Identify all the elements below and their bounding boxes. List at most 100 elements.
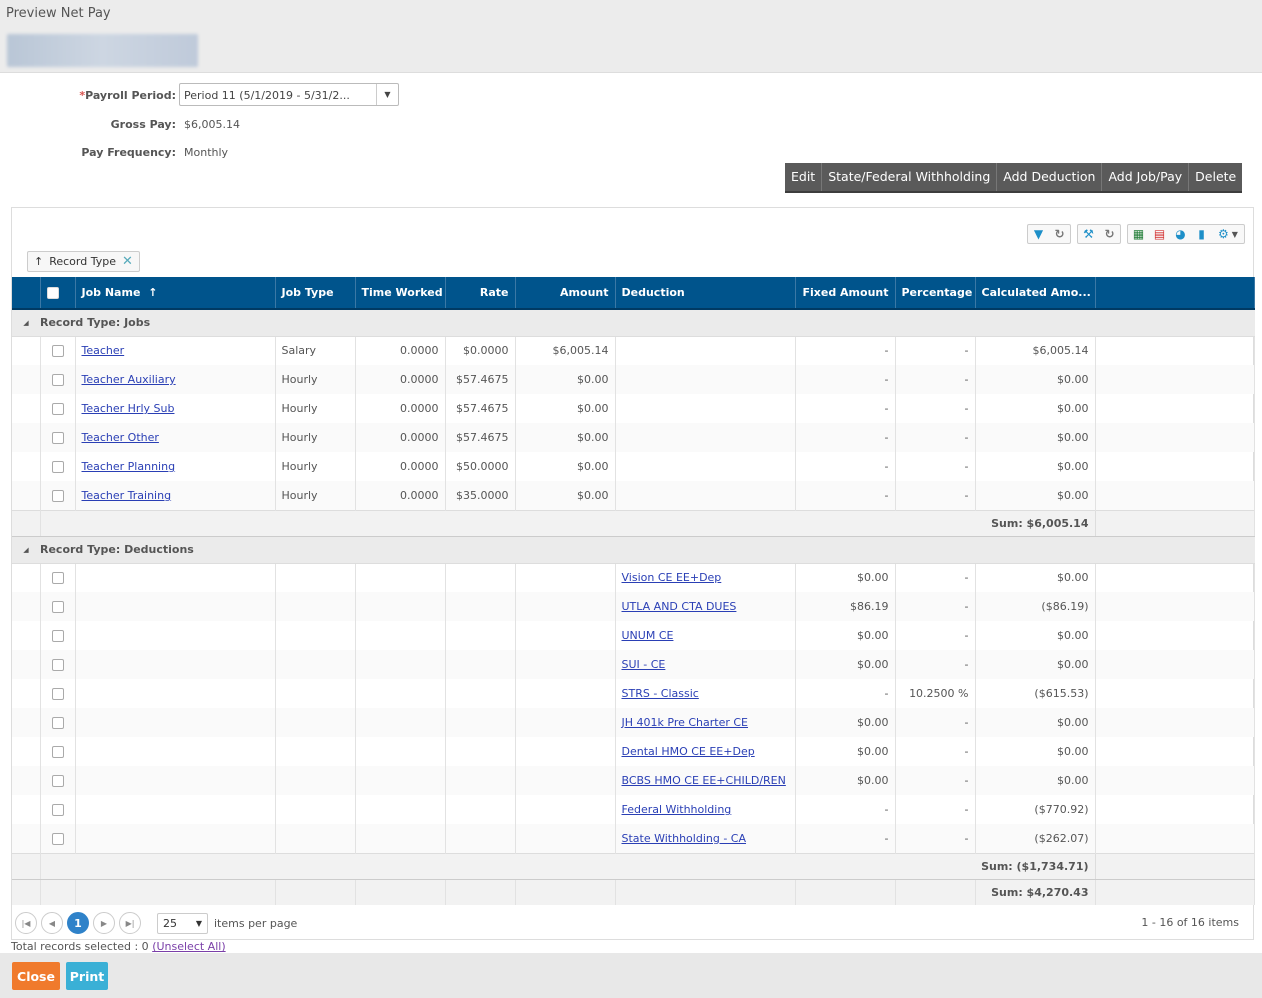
job-name-cell-link[interactable]: Teacher Auxiliary: [81, 373, 176, 386]
job-name-cell: [75, 766, 276, 795]
row-checkbox[interactable]: [51, 630, 64, 642]
row-checkbox[interactable]: [51, 717, 64, 729]
row-checkbox[interactable]: [51, 374, 64, 386]
col-time-worked[interactable]: Time Worked: [355, 277, 446, 310]
row-checkbox[interactable]: [51, 572, 64, 585]
table-row[interactable]: Vision CE EE+Dep $0.00- $0.00: [12, 563, 1255, 592]
job-type-cell: Salary: [275, 336, 356, 365]
table-row[interactable]: JH 401k Pre Charter CE $0.00- $0.00: [12, 708, 1255, 737]
col-job-type[interactable]: Job Type: [275, 277, 356, 310]
add-deduction-button[interactable]: Add Deduction: [997, 163, 1103, 191]
select-all-checkbox[interactable]: [46, 287, 59, 299]
edit-button[interactable]: Edit: [785, 163, 823, 191]
table-row[interactable]: SUI - CE $0.00- $0.00: [12, 650, 1255, 679]
select-all-header: [40, 277, 76, 310]
refresh-icon[interactable]: ↻: [1054, 227, 1065, 241]
gear-icon[interactable]: ⚙ ▼: [1218, 227, 1238, 241]
group-header-row[interactable]: ◢ Record Type: Deductions: [12, 536, 1255, 564]
row-checkbox[interactable]: [51, 746, 64, 758]
col-deduction[interactable]: Deduction: [615, 277, 796, 310]
job-name-cell-link[interactable]: Teacher: [81, 344, 125, 358]
deduction-cell-link[interactable]: JH 401k Pre Charter CE: [621, 716, 749, 729]
table-row[interactable]: Teacher Auxiliary Hourly 0.0000 $57.4675 $0.…: [12, 365, 1255, 394]
row-checkbox[interactable]: [51, 345, 64, 358]
last-page-icon[interactable]: ▶|: [119, 912, 141, 934]
pdf-icon[interactable]: ▤: [1153, 227, 1166, 241]
deduction-cell-link[interactable]: UNUM CE: [621, 629, 674, 642]
pager-info: 1 - 16 of 16 items: [1141, 916, 1239, 929]
withholding-button[interactable]: State/Federal Withholding: [822, 163, 998, 191]
deduction-cell-link[interactable]: BCBS HMO CE EE+CHILD/REN: [621, 774, 786, 787]
table-row[interactable]: STRS - Classic -10.2500 % ($615.53): [12, 679, 1255, 708]
deduction-cell-link[interactable]: SUI - CE: [621, 658, 666, 671]
wrench-icon[interactable]: ⚒: [1083, 227, 1094, 241]
row-checkbox[interactable]: [51, 489, 64, 502]
delete-button[interactable]: Delete: [1195, 169, 1237, 184]
deduction-cell: JH 401k Pre Charter CE: [615, 708, 796, 737]
row-checkbox-cell: [40, 824, 76, 853]
collapse-icon[interactable]: ◢: [12, 536, 40, 564]
deduction-cell-link[interactable]: State Withholding - CA: [621, 831, 747, 845]
job-name-cell-link[interactable]: Teacher Hrly Sub: [81, 402, 175, 415]
chart-icon[interactable]: ◕: [1175, 227, 1186, 241]
row-checkbox[interactable]: [51, 403, 64, 415]
row-checkbox[interactable]: [51, 775, 64, 787]
filter-icon[interactable]: ▼: [1033, 227, 1044, 241]
col-calculated-amount[interactable]: Calculated Amo...: [975, 277, 1096, 310]
page-size-select[interactable]: 25 ▼: [157, 912, 208, 934]
group-header-row[interactable]: ◢ Record Type: Jobs: [12, 309, 1255, 337]
row-checkbox[interactable]: [51, 432, 64, 444]
col-fixed-amount[interactable]: Fixed Amount: [795, 277, 896, 310]
dropdown-arrow-icon[interactable]: ▼: [376, 84, 398, 105]
next-page-icon[interactable]: ▶: [93, 912, 115, 934]
table-row[interactable]: Teacher Hrly Sub Hourly 0.0000 $57.4675 $0.0…: [12, 394, 1255, 423]
collapse-icon[interactable]: ◢: [12, 309, 40, 337]
row-checkbox[interactable]: [51, 461, 64, 473]
job-name-cell-link[interactable]: Teacher Training: [81, 488, 172, 502]
unselect-all-link[interactable]: (Unselect All): [152, 940, 226, 953]
row-checkbox[interactable]: [51, 688, 64, 700]
row-checkbox[interactable]: [51, 804, 64, 816]
remove-group-icon[interactable]: ✕: [122, 254, 133, 269]
add-job-pay-button[interactable]: Add Job/Pay: [1102, 163, 1190, 191]
pay-frequency-label: Pay Frequency:: [81, 146, 176, 159]
table-row[interactable]: Teacher Planning Hourly 0.0000 $50.0000 $0.0…: [12, 452, 1255, 481]
prev-page-icon[interactable]: ◀: [41, 912, 63, 934]
close-button[interactable]: Close: [12, 962, 60, 990]
row-checkbox[interactable]: [51, 659, 64, 671]
col-job-name[interactable]: Job Name ↑: [75, 277, 276, 310]
table-row[interactable]: Dental HMO CE EE+Dep $0.00- $0.00: [12, 737, 1255, 766]
print-button[interactable]: Print: [66, 962, 108, 990]
deduction-cell-link[interactable]: Dental HMO CE EE+Dep: [621, 745, 755, 758]
table-row[interactable]: Teacher Other Hourly 0.0000 $57.4675 $0.00- -…: [12, 423, 1255, 452]
fixed-amount-cell: -: [795, 679, 896, 708]
table-row[interactable]: UTLA AND CTA DUES $86.19- ($86.19): [12, 592, 1255, 621]
job-name-cell-link[interactable]: Teacher Other: [81, 431, 159, 444]
job-name-cell: [75, 621, 276, 650]
col-amount[interactable]: Amount: [515, 277, 616, 310]
page-button-current[interactable]: 1: [67, 912, 89, 934]
table-row[interactable]: State Withholding - CA - - ($262.07): [12, 824, 1255, 853]
col-rate[interactable]: Rate: [445, 277, 516, 310]
table-row[interactable]: Teacher Salary 0.0000 $0.0000 $6,005.14- - $6,…: [12, 336, 1255, 365]
deduction-cell-link[interactable]: Vision CE EE+Dep: [621, 571, 722, 585]
group-by-tag[interactable]: ↑ Record Type ✕: [27, 251, 140, 272]
table-row[interactable]: Teacher Training Hourly 0.0000 $35.0000 $0.0…: [12, 481, 1255, 510]
deduction-cell-link[interactable]: STRS - Classic: [621, 687, 699, 700]
row-checkbox[interactable]: [51, 601, 64, 613]
payroll-period-select[interactable]: Period 11 (5/1/2019 - 5/31/2... ▼: [179, 83, 399, 106]
calculated-amount-cell: $0.00: [975, 452, 1096, 481]
table-row[interactable]: Federal Withholding - - ($770.92): [12, 795, 1255, 824]
document-icon[interactable]: ▮: [1198, 227, 1205, 241]
first-page-icon[interactable]: |◀: [15, 912, 37, 934]
row-checkbox[interactable]: [51, 832, 64, 845]
table-row[interactable]: BCBS HMO CE EE+CHILD/REN $0.00- $0.00: [12, 766, 1255, 795]
reset-icon[interactable]: ↻: [1104, 227, 1115, 241]
job-name-cell-link[interactable]: Teacher Planning: [81, 460, 176, 473]
col-percentage[interactable]: Percentage: [895, 277, 976, 310]
deduction-cell-link[interactable]: Federal Withholding: [621, 803, 732, 816]
excel-icon[interactable]: ▦: [1132, 227, 1145, 241]
deduction-cell-link[interactable]: UTLA AND CTA DUES: [621, 600, 737, 613]
table-row[interactable]: UNUM CE $0.00- $0.00: [12, 621, 1255, 650]
deduction-cell: [615, 481, 796, 510]
